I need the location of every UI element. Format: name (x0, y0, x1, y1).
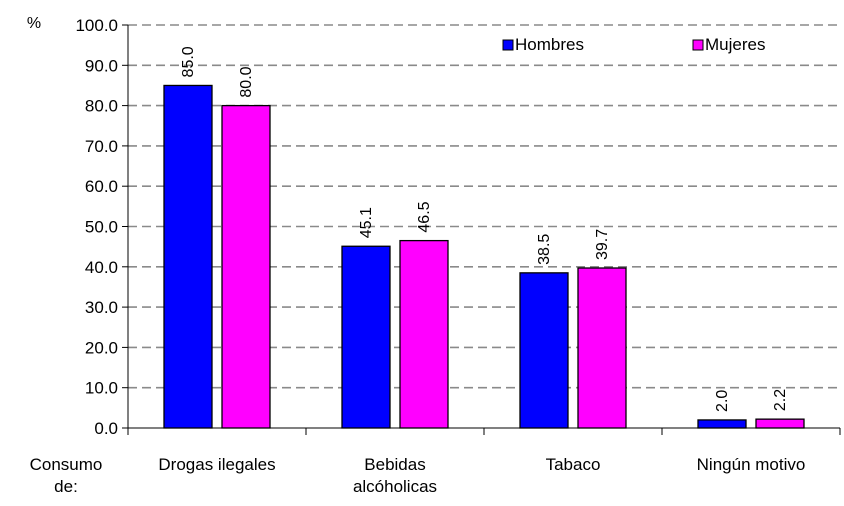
data-labels: 85.0 80.0 45.1 46.5 38.5 39.7 2.0 2.2 (180, 46, 789, 412)
y-tick-label: 90.0 (85, 56, 118, 75)
bar-mujeres-2 (577, 267, 627, 429)
y-tick-label: 40.0 (85, 258, 118, 277)
y-tick-label: 100.0 (75, 16, 118, 35)
legend-swatch-mujeres (692, 39, 704, 51)
data-label: 2.0 (714, 390, 731, 412)
bar-hombres-1 (341, 245, 391, 429)
x-category-label: alcóholicas (353, 477, 437, 496)
data-label: 46.5 (416, 201, 433, 232)
data-label: 45.1 (358, 207, 375, 238)
legend-swatch-hombres (502, 39, 514, 51)
x-category-label: Ningún motivo (697, 455, 806, 474)
y-tick-label: 80.0 (85, 97, 118, 116)
data-label: 80.0 (238, 66, 255, 97)
bar-hombres-3 (697, 419, 747, 429)
y-tick-label: 30.0 (85, 298, 118, 317)
y-tick-label: 10.0 (85, 379, 118, 398)
bar-hombres-2 (519, 272, 569, 429)
bar-mujeres-3 (755, 418, 805, 429)
legend-label-mujeres: Mujeres (705, 35, 765, 54)
bar-mujeres-1 (399, 239, 449, 429)
axes: 0.0 10.0 20.0 30.0 40.0 50.0 60.0 70.0 80.0 90.0 1… (75, 16, 841, 496)
x-axis-title: Consumo de: (30, 455, 103, 496)
x-category-label: Drogas ilegales (158, 455, 275, 474)
bars (163, 84, 805, 429)
data-label: 38.5 (536, 234, 553, 265)
legend: Hombres Mujeres (502, 35, 765, 54)
x-axis-title-line: de: (54, 477, 78, 496)
legend-label-hombres: Hombres (515, 35, 584, 54)
y-tick-label: 50.0 (85, 218, 118, 237)
y-tick-label: 70.0 (85, 137, 118, 156)
y-axis-unit-label: % (27, 15, 41, 32)
data-label: 39.7 (594, 229, 611, 260)
x-category-label: Bebidas (364, 455, 425, 474)
x-category-label: Tabaco (546, 455, 601, 474)
y-tick-label: 60.0 (85, 177, 118, 196)
y-tick-label: 0.0 (94, 419, 118, 438)
bar-mujeres-0 (221, 104, 271, 429)
data-label: 2.2 (772, 389, 789, 411)
x-axis-title-line: Consumo (30, 455, 103, 474)
y-tick-label: 20.0 (85, 338, 118, 357)
data-label: 85.0 (180, 46, 197, 77)
bar-hombres-0 (163, 84, 213, 429)
